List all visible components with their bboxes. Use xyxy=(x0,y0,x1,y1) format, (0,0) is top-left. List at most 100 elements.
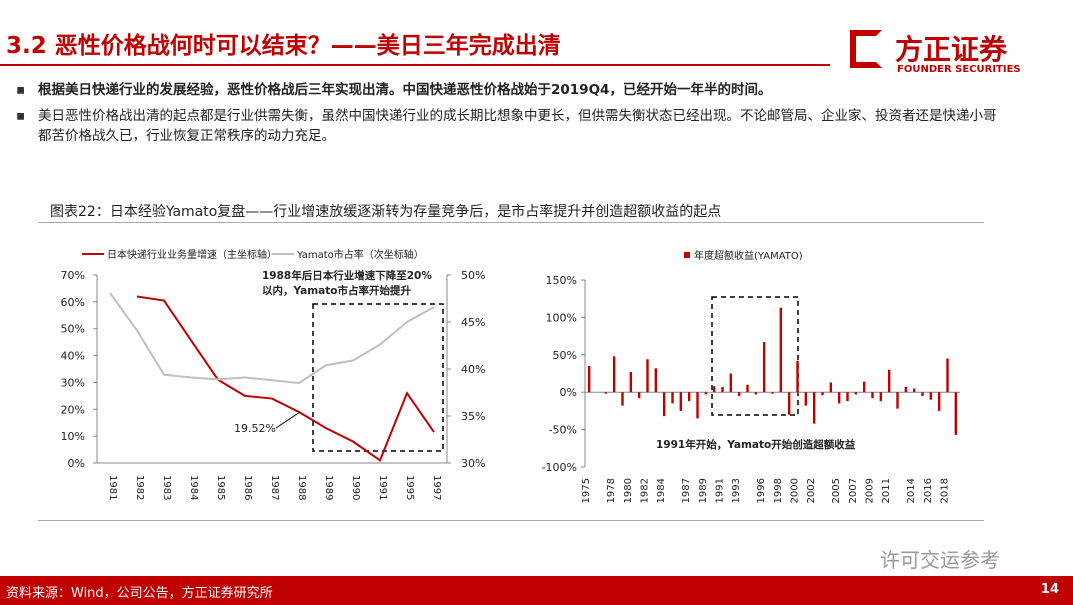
bar xyxy=(829,382,833,393)
x-tick-label: 1978 xyxy=(606,478,617,503)
bar xyxy=(621,392,624,406)
x-tick-label: 1988 xyxy=(296,475,307,500)
bar xyxy=(804,392,808,406)
watermark: 许可交运参考 xyxy=(880,548,1000,572)
legend-label: Yamato市占率（次坐标轴） xyxy=(296,248,424,261)
y-tick-label: 50% xyxy=(553,349,577,362)
slide-title: 3.2 恶性价格战何时可以结束？——美日三年完成出清 xyxy=(6,33,561,59)
x-tick-label: 1991 xyxy=(377,475,388,500)
bar xyxy=(862,381,866,393)
bar xyxy=(771,392,774,394)
y-tick-label: 150% xyxy=(546,274,577,287)
bar xyxy=(762,342,766,393)
x-tick-label: 1982 xyxy=(640,478,651,503)
bar xyxy=(712,386,716,393)
bullet: 美日恶性价格战出清的起点都是行业供需失衡，虽然中国快递行业的成长期比想象中更长，… xyxy=(16,106,998,146)
y-tick-label: 50% xyxy=(61,323,85,336)
y2-tick-label: 50% xyxy=(461,269,485,282)
bar xyxy=(896,392,899,409)
x-tick-label: 1991 xyxy=(715,478,726,503)
bar xyxy=(729,373,733,393)
bar xyxy=(871,392,874,399)
bar xyxy=(887,369,891,393)
x-tick-label: 1983 xyxy=(161,475,172,500)
bar xyxy=(812,392,816,424)
x-tick-label: 1975 xyxy=(581,478,592,503)
logo-subtext: FOUNDER SECURITIES xyxy=(897,64,1021,75)
x-tick-label: 1995 xyxy=(404,475,415,500)
bar xyxy=(929,392,933,400)
y-tick-label: 100% xyxy=(546,311,577,324)
y2-tick-label: 30% xyxy=(461,457,485,470)
y-tick-label: -50% xyxy=(549,424,577,437)
x-tick-label: 1986 xyxy=(242,475,253,500)
page-number: 14 xyxy=(1040,582,1059,597)
x-tick-label: 2014 xyxy=(906,478,917,503)
x-tick-label: 1984 xyxy=(656,478,667,503)
source: 资料来源：Wind，公司公告，方正证券研究所 xyxy=(6,586,273,601)
bar xyxy=(837,392,841,404)
x-tick-label: 2000 xyxy=(790,478,801,503)
y2-tick-label: 35% xyxy=(461,410,485,423)
bar xyxy=(704,392,708,395)
bar xyxy=(587,366,591,393)
bottom-rule xyxy=(38,520,984,521)
series-line xyxy=(109,292,435,385)
x-tick-label: 2005 xyxy=(831,478,842,503)
x-tick-label: 1985 xyxy=(215,475,226,500)
title-rule xyxy=(0,64,830,66)
bar xyxy=(946,358,949,393)
bar xyxy=(854,392,858,395)
caption-rule xyxy=(38,222,984,223)
y-tick-label: -100% xyxy=(542,461,577,474)
x-tick-label: 2011 xyxy=(881,478,892,503)
x-tick-label: 1989 xyxy=(698,478,709,503)
bar xyxy=(912,388,916,393)
y-tick-label: 0% xyxy=(560,386,577,399)
x-tick-label: 2007 xyxy=(848,478,859,503)
x-tick-label: 1993 xyxy=(731,478,742,503)
bar xyxy=(787,392,791,415)
x-tick-label: 2002 xyxy=(806,478,817,503)
y-tick-label: 30% xyxy=(61,376,85,389)
bar xyxy=(937,392,941,411)
x-tick-label: 1987 xyxy=(269,475,280,500)
bar xyxy=(779,307,783,393)
annotation: 19.52% xyxy=(234,422,276,435)
legend-swatch xyxy=(684,252,690,258)
y-tick-label: 60% xyxy=(61,296,85,309)
legend-label: 年度超额收益(YAMATO) xyxy=(694,249,803,262)
bar xyxy=(604,392,608,394)
x-tick-label: 1997 xyxy=(431,475,442,500)
x-tick-label: 1989 xyxy=(323,475,334,500)
x-tick-label: 1996 xyxy=(756,478,767,503)
bar xyxy=(754,392,758,395)
x-tick-label: 1990 xyxy=(350,475,361,500)
bar xyxy=(679,392,683,411)
bar xyxy=(904,386,908,393)
annotation: 以内，Yamato市占率开始提升 xyxy=(262,284,411,297)
annotation: 1988年后日本行业增速下降至20% xyxy=(262,269,432,282)
bar xyxy=(821,392,824,396)
bar xyxy=(846,392,849,402)
bar xyxy=(646,359,649,393)
x-tick-label: 1984 xyxy=(188,475,199,500)
bar xyxy=(796,360,799,393)
bar xyxy=(921,392,924,396)
logo-text: 方正证券 xyxy=(895,33,1008,66)
bar xyxy=(721,386,724,393)
x-tick-label: 2016 xyxy=(923,478,934,503)
y-tick-label: 10% xyxy=(61,430,85,443)
x-tick-label: 1981 xyxy=(107,475,118,500)
bar xyxy=(687,392,691,402)
figure-caption: 图表22：日本经验Yamato复盘——行业增速放缓逐渐转为存量竞争后，是市占率提… xyxy=(50,204,722,220)
y-tick-label: 0% xyxy=(68,457,85,470)
x-tick-label: 1980 xyxy=(623,478,634,503)
highlight-box xyxy=(711,296,799,416)
bar xyxy=(696,392,699,419)
x-tick-label: 1987 xyxy=(681,478,692,503)
y-tick-label: 20% xyxy=(61,403,85,416)
annotation: 1991年开始，Yamato开始创造超额收益 xyxy=(656,438,856,451)
x-tick-label: 2009 xyxy=(865,478,876,503)
